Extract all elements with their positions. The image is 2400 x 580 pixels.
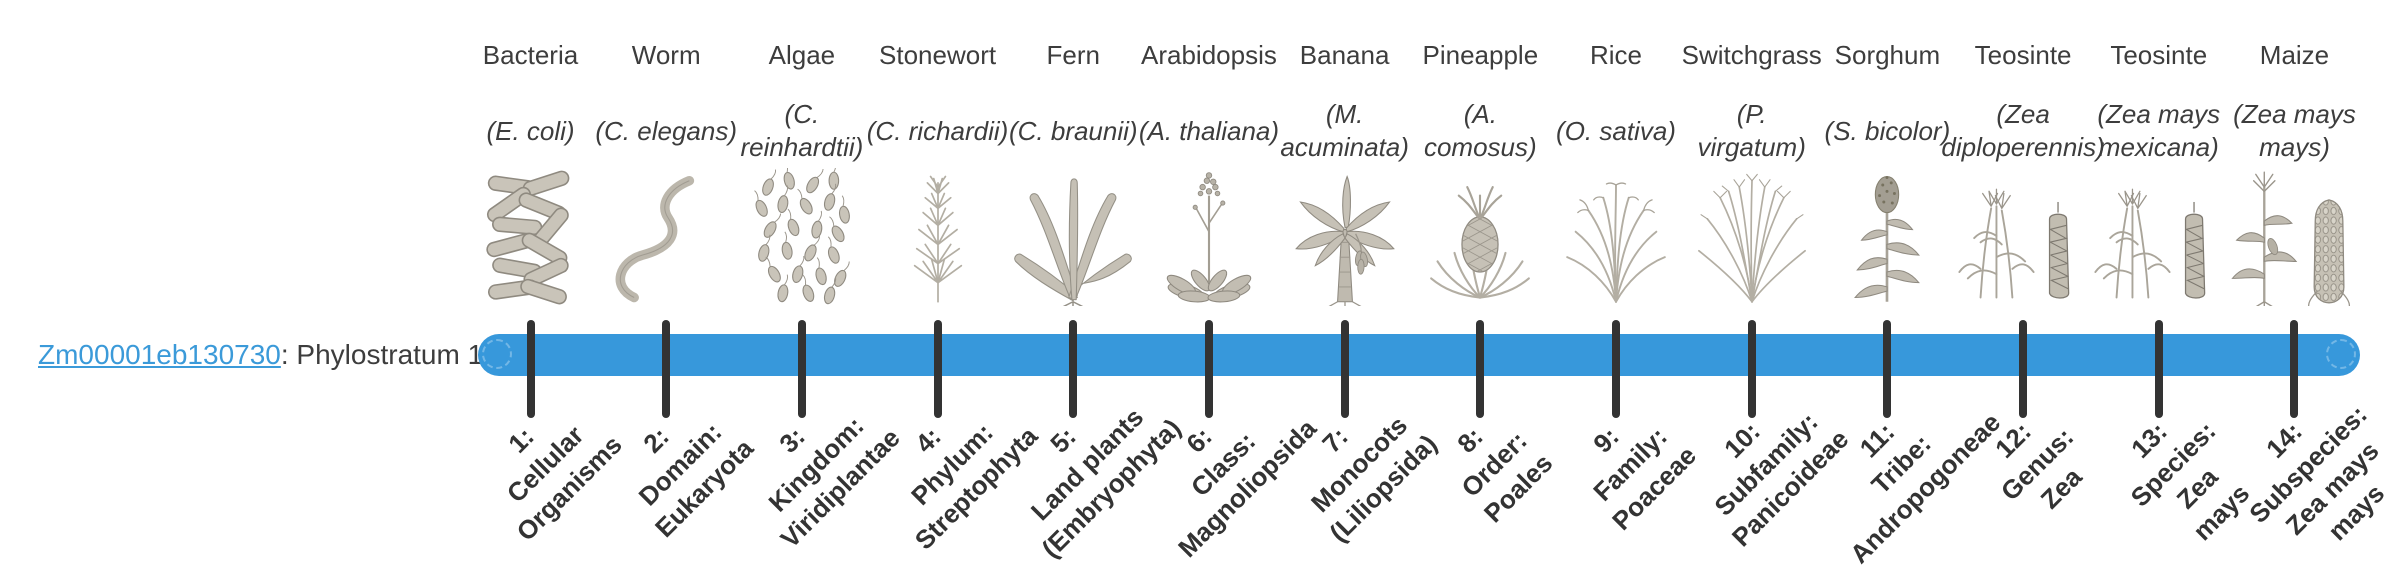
bacteria-illustration <box>483 168 572 306</box>
organism-scientific-name: (M. acuminata) <box>1280 99 1409 162</box>
organism-column: Maize (Zea mays mays) 14: Subspecies: Ze… <box>2219 0 2391 580</box>
timeline-bar <box>478 334 2360 376</box>
organism-name: Pineapple <box>1422 40 1539 70</box>
banana-illustration <box>1295 175 1395 306</box>
algae-illustration <box>727 168 877 306</box>
organism-column: Bacteria (E. coli) 1: Cellular Organisms <box>456 0 627 580</box>
organism-column: Teosinte (Zea diploperennis) 12: Genus: … <box>1941 0 2104 580</box>
organism-scientific-name: (P. virgatum) <box>1697 99 1806 162</box>
organism-scientific-name: (Zea diploperennis) <box>1941 99 2105 162</box>
bar-end-cap-left <box>482 339 512 369</box>
timeline-tick <box>1069 320 1078 418</box>
timeline-tick <box>797 320 806 418</box>
timeline-tick <box>2154 320 2163 418</box>
gene-id-link[interactable]: Zm00001eb130730 <box>38 339 281 370</box>
teosinte-illustration <box>1958 188 2070 299</box>
organism-name: Stonewort <box>879 40 997 70</box>
gene-label: Zm00001eb130730: Phylostratum 1 <box>38 339 483 371</box>
organism-column: Teosinte (Zea mays mexicana) 13: Species… <box>2084 0 2255 580</box>
organism-scientific-name: (O. sativa) <box>1556 115 1676 146</box>
organism-name: Teosinte <box>2110 40 2208 70</box>
timeline-tick <box>1883 320 1892 418</box>
organism-name: Fern <box>1046 40 1100 70</box>
switchgrass-illustration <box>1697 173 1806 303</box>
organism-name: Sorghum <box>1834 40 1941 70</box>
organism-name: Rice <box>1590 40 1643 70</box>
organism-column: Switchgrass (P. virgatum) 10: Subfamily:… <box>1677 0 1854 580</box>
organism-scientific-name: (S. bicolor) <box>1824 115 1951 146</box>
organism-scientific-name: (Zea mays mays) <box>2233 99 2356 162</box>
organism-column: Stonewort (C. richardii) 4: Phylum: Stre… <box>863 0 1043 580</box>
phylostratum-text: : Phylostratum 1 <box>280 339 484 370</box>
organism-scientific-name: (E. coli) <box>486 115 575 146</box>
organism-name: Bacteria <box>482 40 579 70</box>
stonewort-illustration <box>913 175 962 303</box>
organism-column: Rice (O. sativa) 9: Family: Poaceae <box>1541 0 1702 580</box>
organism-name: Algae <box>768 40 836 70</box>
timeline-tick <box>1476 320 1485 418</box>
timeline-tick <box>1612 320 1621 418</box>
bar-end-cap-right <box>2326 339 2356 369</box>
organism-column: Fern (C. braunii) 5: Land plants (Embryo… <box>998 0 1187 580</box>
organism-scientific-name: (Zea mays mexicana) <box>2097 99 2221 162</box>
fern-illustration <box>1014 178 1133 306</box>
maize-illustration <box>2231 171 2352 306</box>
worm-illustration <box>591 168 741 306</box>
timeline-tick <box>2019 320 2028 418</box>
timeline-tick <box>1204 320 1213 418</box>
organism-scientific-name: (A. comosus) <box>1423 99 1537 162</box>
organism-scientific-name: (C. richardii) <box>866 115 1009 146</box>
timeline-tick <box>1340 320 1349 418</box>
organism-column: Arabidopsis (A. thaliana) 6: Class: Magn… <box>1134 0 1322 580</box>
organism-scientific-name: (A. thaliana) <box>1138 115 1280 146</box>
pineapple-illustration <box>1405 168 1555 306</box>
rice-illustration <box>1566 182 1666 303</box>
organism-name: Worm <box>631 40 701 70</box>
organism-column: Worm (C. elegans) 2: Domain: Eukaryota <box>591 0 759 580</box>
organism-name: Maize <box>2259 40 2330 70</box>
organism-name: Teosinte <box>1974 40 2072 70</box>
organism-scientific-name: (C. elegans) <box>595 115 737 146</box>
organism-name: Banana <box>1299 40 1390 70</box>
organism-scientific-name: (C. braunii) <box>1008 115 1138 146</box>
timeline-tick <box>2290 320 2299 418</box>
organism-scientific-name: (C. reinhardtii) <box>740 99 864 162</box>
organism-column: Pineapple (A. comosus) 8: Order: Poales <box>1405 0 1559 580</box>
organism-name: Arabidopsis <box>1141 40 1277 70</box>
timeline-tick <box>1747 320 1756 418</box>
timeline-tick <box>933 320 942 418</box>
organism-column: Algae (C. reinhardtii) 3: Kingdom: Virid… <box>727 0 905 580</box>
sorghum-illustration <box>1854 174 1921 304</box>
timeline-tick <box>526 320 535 418</box>
timeline-tick <box>662 320 671 418</box>
organism-name: Switchgrass <box>1681 40 1822 70</box>
organism-column: Banana (M. acuminata) 7: Monocots (Lilio… <box>1270 0 1442 580</box>
arabidopsis-illustration <box>1163 171 1255 305</box>
organism-column: Sorghum (S. bicolor) 11: Tribe: Andropog… <box>1812 0 2007 580</box>
teosinte-illustration <box>2094 188 2206 299</box>
